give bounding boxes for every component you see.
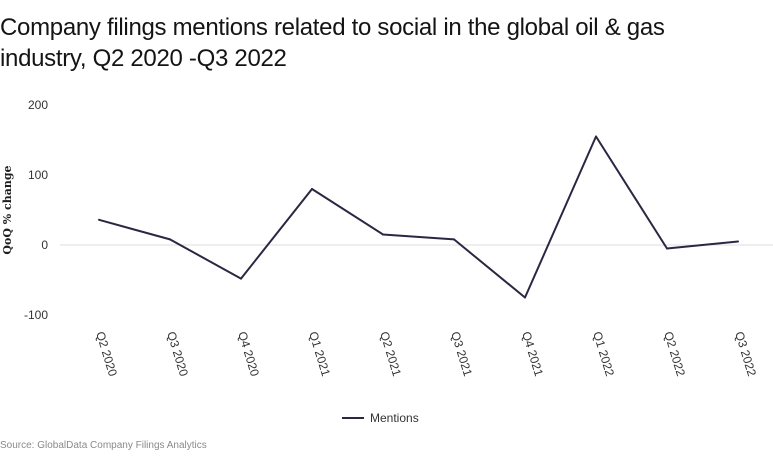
x-tick-label: Q4 2021	[519, 330, 546, 378]
x-tick-label: Q4 2020	[235, 330, 262, 378]
data-point-q2-2021	[382, 233, 384, 236]
data-point-q2-2022	[666, 247, 668, 250]
data-point-q2-2020	[98, 218, 100, 221]
x-tick-label: Q3 2020	[164, 330, 191, 378]
y-tick-label: 200	[28, 98, 48, 112]
data-point-q1-2022	[595, 135, 597, 138]
legend: Mentions	[342, 411, 419, 425]
x-axis-ticks: Q2 2020 Q3 2020 Q4 2020 Q1 2021 Q2 2021 Q3 20…	[93, 330, 759, 378]
x-tick-label: Q1 2021	[306, 330, 333, 378]
x-tick-label: Q3 2022	[732, 330, 759, 378]
x-tick-label: Q2 2021	[377, 330, 404, 378]
series-line-mentions	[98, 135, 739, 299]
data-point-q4-2021	[524, 296, 526, 299]
data-point-q3-2021	[453, 238, 455, 241]
y-axis-label: QoQ % change	[1, 165, 14, 254]
source-note: Source: GlobalData Company Filings Analy…	[0, 440, 207, 451]
x-tick-label: Q2 2020	[93, 330, 120, 378]
y-tick-label: 0	[41, 238, 48, 252]
y-axis-ticks: 200 100 0 -100	[24, 98, 48, 322]
x-tick-label: Q1 2022	[590, 330, 617, 378]
data-point-q1-2021	[311, 188, 313, 190]
x-tick-label: Q2 2022	[661, 330, 688, 378]
data-point-q4-2020	[240, 277, 242, 280]
y-tick-label: 100	[28, 168, 48, 182]
data-point-q3-2022	[737, 240, 739, 243]
data-point-q3-2020	[169, 238, 171, 241]
chart-title: Company filings mentions related to soci…	[0, 14, 665, 72]
y-tick-label: -100	[24, 308, 48, 322]
legend-label-mentions: Mentions	[370, 411, 419, 425]
data-points	[98, 135, 739, 299]
x-tick-label: Q3 2021	[448, 330, 475, 378]
